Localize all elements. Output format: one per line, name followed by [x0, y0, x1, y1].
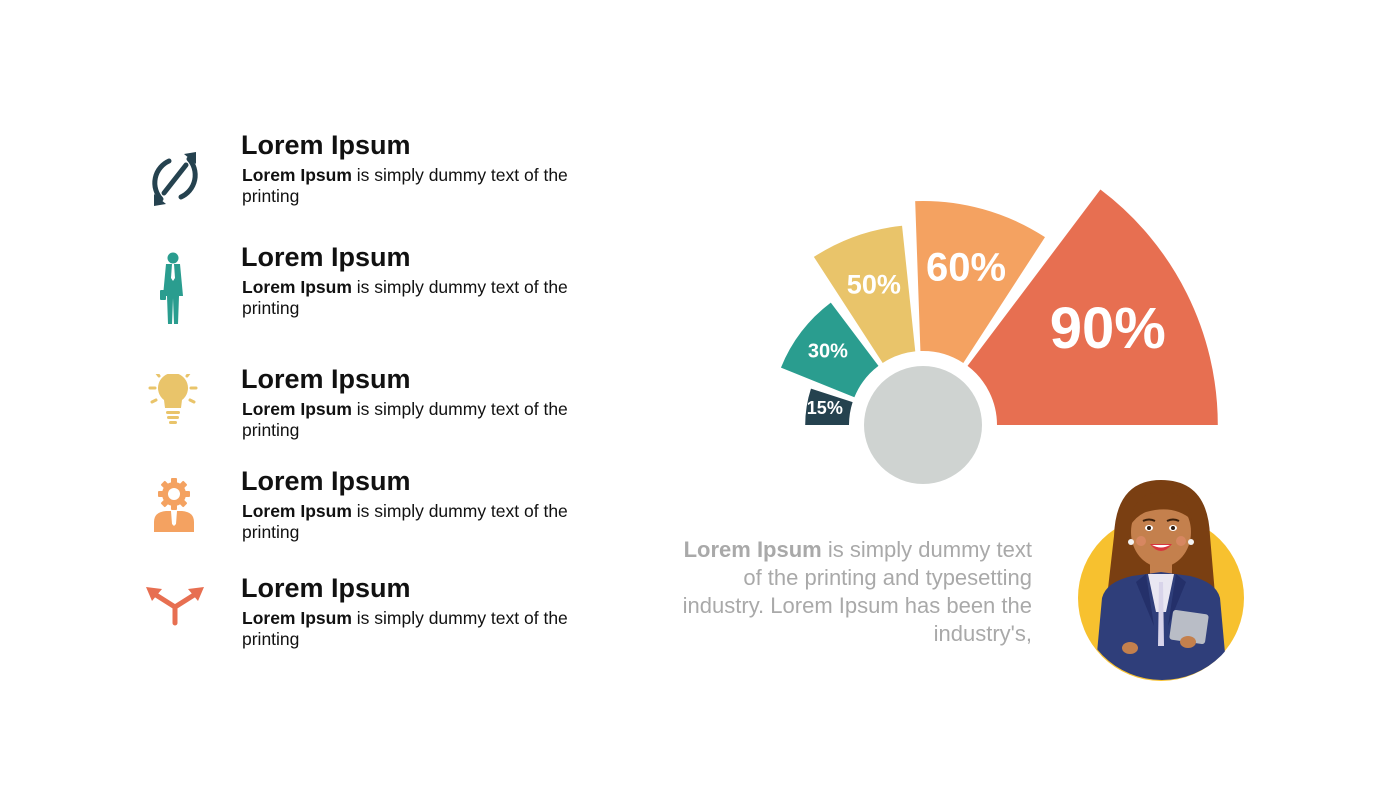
chart-label-15pct: 15%	[807, 398, 843, 418]
chart-segment-90pct	[967, 189, 1218, 425]
item-title: Lorem Ipsum	[241, 242, 411, 272]
chart-segment-60pct	[915, 201, 1045, 363]
item-description: Lorem Ipsum is simply dummy text of the …	[242, 399, 568, 440]
list-item-1: Lorem Ipsum Lorem Ipsum is simply dummy …	[140, 130, 620, 220]
chart-segment-50pct	[813, 225, 916, 363]
item-description: Lorem Ipsum is simply dummy text of the …	[242, 165, 568, 206]
item-title: Lorem Ipsum	[241, 364, 411, 394]
chart-label-50pct: 50%	[847, 269, 901, 299]
chart-center-circle	[864, 366, 982, 484]
item-description: Lorem Ipsum is simply dummy text of the …	[242, 501, 568, 542]
split-arrows-icon	[140, 583, 210, 663]
item-title: Lorem Ipsum	[241, 466, 411, 496]
chart-segment-15pct	[805, 388, 853, 425]
sync-icon	[140, 140, 210, 220]
list-item-2: Lorem Ipsum Lorem Ipsum is simply dummy …	[140, 242, 620, 332]
item-title: Lorem Ipsum	[241, 130, 411, 160]
businessman-icon	[140, 252, 210, 332]
chart-label-90pct: 90%	[1050, 296, 1166, 361]
chart-label-30pct: 30%	[808, 340, 848, 362]
chart-segment-30pct	[780, 302, 879, 398]
businesswoman-avatar-icon	[1076, 476, 1246, 686]
item-title: Lorem Ipsum	[241, 573, 411, 603]
list-item-4: Lorem Ipsum Lorem Ipsum is simply dummy …	[140, 466, 620, 556]
list-item-5: Lorem Ipsum Lorem Ipsum is simply dummy …	[140, 573, 620, 663]
list-item-3: Lorem Ipsum Lorem Ipsum is simply dummy …	[140, 364, 620, 454]
quote-text: Lorem Ipsum is simply dummy text of the …	[682, 537, 1032, 646]
item-description: Lorem Ipsum is simply dummy text of the …	[242, 608, 568, 649]
chart-label-60pct: 60%	[926, 245, 1006, 289]
item-description: Lorem Ipsum is simply dummy text of the …	[242, 277, 568, 318]
gear-person-icon	[140, 476, 210, 556]
